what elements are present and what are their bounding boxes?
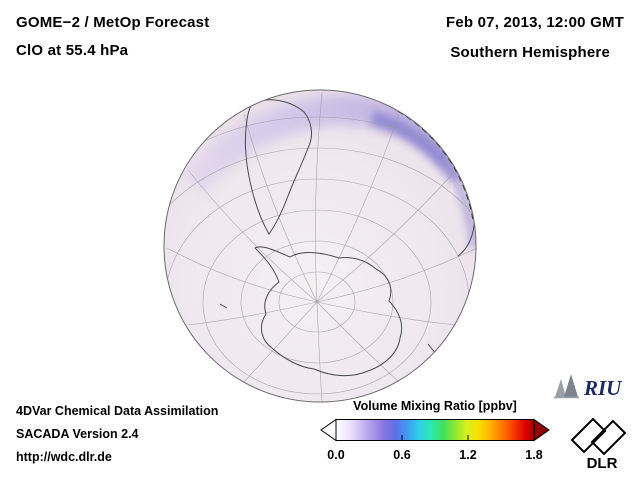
dlr-logo-text: DLR <box>587 455 618 472</box>
graticule <box>164 92 476 402</box>
riu-logo-text: RIU <box>583 376 623 400</box>
colorbar-right-arrow <box>533 418 550 442</box>
globe-limb <box>163 89 477 403</box>
antarctica-outline <box>254 246 403 377</box>
credit-line-2: SACADA Version 2.4 <box>16 427 139 441</box>
dlr-logo-graphic: DLR <box>570 417 627 472</box>
riu-logo-graphic: RIU <box>554 374 623 400</box>
hemisphere-label: Southern Hemisphere <box>450 44 610 61</box>
riu-logo: RIU <box>552 370 632 407</box>
credit-line-3: http://wdc.dlr.de <box>16 450 112 464</box>
colorbar-title: Volume Mixing Ratio [ppbv] <box>353 399 517 413</box>
colorbar-tick-labels: 0.0 0.6 1.2 1.8 <box>320 448 550 464</box>
datetime-label: Feb 07, 2013, 12:00 GMT <box>445 14 624 31</box>
colorbar-gradient <box>320 418 550 442</box>
tick-0.0: 0.0 <box>327 448 345 462</box>
dlr-logo: DLR <box>566 406 632 477</box>
product-title: GOME−2 / MetOp Forecast <box>16 14 210 31</box>
orthographic-globe <box>163 89 477 403</box>
colorbar-tickmarks <box>335 435 535 441</box>
clo-enhancement-band <box>180 94 476 249</box>
tick-1.8: 1.8 <box>525 448 543 462</box>
credit-line-1: 4DVar Chemical Data Assimilation <box>16 404 219 418</box>
riu-peak-icon-2 <box>564 374 578 397</box>
colorbar-scale <box>335 419 535 441</box>
tick-1.2: 1.2 <box>459 448 477 462</box>
colorbar <box>320 418 550 442</box>
globe-disc <box>164 90 476 402</box>
colorbar-left-arrow <box>320 418 337 442</box>
dlr-swoosh-icon <box>570 417 627 456</box>
tick-0.6: 0.6 <box>393 448 411 462</box>
south-america-outline <box>244 99 312 235</box>
credits: 4DVar Chemical Data Assimilation SACADA … <box>16 400 218 469</box>
riu-peak-icon <box>555 379 566 397</box>
hemisphere-map <box>162 88 478 404</box>
species-level-title: ClO at 55.4 hPa <box>16 42 129 59</box>
header-right: Feb 07, 2013, 12:00 GMT Southern Hemisph… <box>446 14 624 61</box>
